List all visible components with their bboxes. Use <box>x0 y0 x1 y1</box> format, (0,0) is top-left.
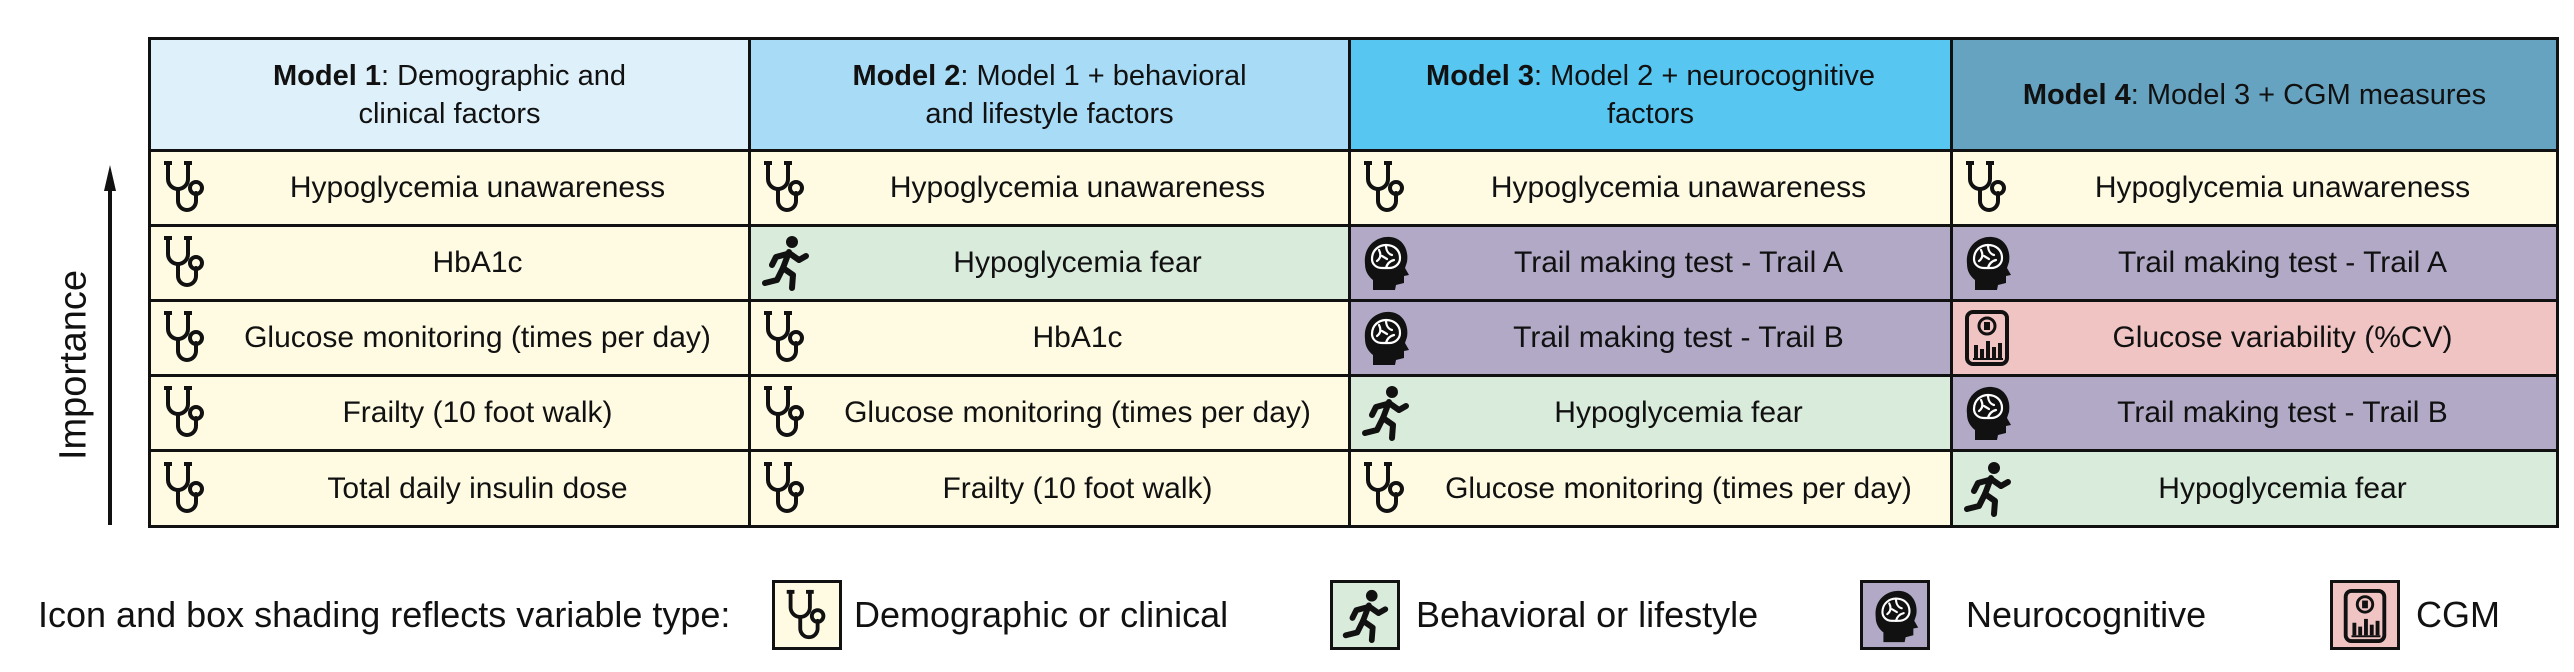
model-importance-table: Model 1: Demographic and clinical factor… <box>148 37 2559 528</box>
variable-label: Trail making test - Trail A <box>2118 246 2447 279</box>
stethoscope-icon <box>1359 460 1411 518</box>
model-1-name: Model 1 <box>273 59 381 92</box>
table-row: Glucose monitoring (times per day) <box>1348 449 1953 528</box>
table-row: HbA1c <box>148 224 751 302</box>
brain-head-icon <box>1869 588 1921 644</box>
legend-swatch-behavioral <box>1330 580 1400 650</box>
running-person-icon <box>1961 460 2013 518</box>
table-row: Trail making test - Trail B <box>1348 299 1953 377</box>
legend-label-neurocognitive: Neurocognitive <box>1966 594 2207 635</box>
variable-label: Hypoglycemia unawareness <box>1490 171 1867 204</box>
stethoscope-icon <box>159 384 211 442</box>
variable-label: HbA1c <box>1032 321 1123 354</box>
variable-label: Hypoglycemia fear <box>953 246 1202 279</box>
table-row: Hypoglycemia fear <box>1950 449 2559 528</box>
table-row: Hypoglycemia fear <box>748 224 1351 302</box>
model-4-description: : Model 3 + CGM measures <box>2130 78 2487 111</box>
brain-head-icon <box>1961 234 2013 292</box>
stethoscope-icon <box>159 309 211 367</box>
table-row: Trail making test - Trail A <box>1950 224 2559 302</box>
model-3-description: : Model 2 + neurocognitive factors <box>1534 59 1875 130</box>
legend-label-clinical: Demographic or clinical <box>854 594 1229 635</box>
model-2-name: Model 2 <box>852 59 961 92</box>
variable-label: Hypoglycemia unawareness <box>889 171 1266 204</box>
variable-label: Trail making test - Trail B <box>1513 321 1844 354</box>
variable-label: Frailty (10 foot walk) <box>942 471 1213 505</box>
legend-label-cgm: CGM <box>2416 594 2500 635</box>
variable-label: Glucose variability (%CV) <box>2112 321 2453 354</box>
stethoscope-icon <box>159 460 211 518</box>
variable-label: Frailty (10 foot walk) <box>342 396 613 429</box>
variable-label: Trail making test - Trail B <box>2117 396 2448 429</box>
legend-item-clinical: Demographic or clinical <box>772 580 1228 650</box>
table-row: Trail making test - Trail A <box>1348 224 1953 302</box>
stethoscope-icon <box>759 159 811 217</box>
legend-swatch-cgm <box>2330 580 2400 650</box>
variable-label: Glucose monitoring (times per day) <box>244 321 711 354</box>
model-1-header: Model 1: Demographic and clinical factor… <box>148 37 751 152</box>
table-row: Frailty (10 foot walk) <box>148 374 751 452</box>
legend-label-behavioral: Behavioral or lifestyle <box>1416 594 1759 635</box>
stethoscope-icon <box>1961 159 2013 217</box>
brain-head-icon <box>1961 384 2013 442</box>
table-row: HbA1c <box>748 299 1351 377</box>
legend-intro: Icon and box shading reflects variable t… <box>38 594 731 635</box>
legend-swatch-clinical <box>772 580 842 650</box>
running-person-icon <box>1339 588 1391 644</box>
importance-arrow <box>104 165 116 525</box>
stethoscope-icon <box>781 588 833 644</box>
model-1-description: : Demographic and clinical factors <box>358 59 626 130</box>
running-person-icon <box>1359 384 1411 442</box>
stethoscope-icon <box>159 234 211 292</box>
brain-head-icon <box>1359 309 1411 367</box>
model-2-header: Model 2: Model 1 + behavioral and lifest… <box>748 37 1351 152</box>
table-row: Hypoglycemia unawareness <box>1348 149 1953 227</box>
table-row: Glucose monitoring (times per day) <box>148 299 751 377</box>
stethoscope-icon <box>759 309 811 367</box>
table-row: Frailty (10 foot walk) <box>748 449 1351 528</box>
table-row: Glucose monitoring (times per day) <box>748 374 1351 452</box>
variable-label: HbA1c <box>432 246 523 279</box>
variable-label: Glucose monitoring (times per day) <box>1445 471 1912 505</box>
importance-axis-label: Importance <box>52 269 95 461</box>
table-row: Glucose variability (%CV) <box>1950 299 2559 377</box>
stethoscope-icon <box>759 384 811 442</box>
table-row: Hypoglycemia unawareness <box>148 149 751 227</box>
stethoscope-icon <box>1359 159 1411 217</box>
variable-label: Total daily insulin dose <box>327 471 628 505</box>
model-2-description: : Model 1 + behavioral and lifestyle fac… <box>925 59 1247 130</box>
table-row: Hypoglycemia fear <box>1348 374 1953 452</box>
table-row: Total daily insulin dose <box>148 449 751 528</box>
model-3-name: Model 3 <box>1426 59 1534 92</box>
legend-item-cgm: CGM <box>2330 580 2500 650</box>
stethoscope-icon <box>159 159 211 217</box>
variable-label: Hypoglycemia unawareness <box>289 171 666 204</box>
running-person-icon <box>759 234 811 292</box>
variable-label: Hypoglycemia fear <box>2158 471 2407 505</box>
cgm-device-icon <box>1961 309 2013 367</box>
stethoscope-icon <box>759 460 811 518</box>
legend-item-behavioral: Behavioral or lifestyle <box>1330 580 1758 650</box>
model-4-name: Model 4 <box>2022 78 2131 111</box>
variable-label: Glucose monitoring (times per day) <box>844 396 1311 429</box>
cgm-device-icon <box>2339 588 2391 644</box>
model-4-header: Model 4: Model 3 + CGM measures <box>1950 37 2559 152</box>
variable-label: Hypoglycemia fear <box>1554 396 1803 429</box>
variable-label: Trail making test - Trail A <box>1514 246 1843 279</box>
model-3-header: Model 3: Model 2 + neurocognitive factor… <box>1348 37 1953 152</box>
legend-swatch-neurocognitive <box>1860 580 1930 650</box>
table-row: Trail making test - Trail B <box>1950 374 2559 452</box>
brain-head-icon <box>1359 234 1411 292</box>
table-row: Hypoglycemia unawareness <box>1950 149 2559 227</box>
variable-label: Hypoglycemia unawareness <box>2094 171 2471 204</box>
table-row: Hypoglycemia unawareness <box>748 149 1351 227</box>
legend-item-neurocognitive: Neurocognitive <box>1860 580 2206 650</box>
